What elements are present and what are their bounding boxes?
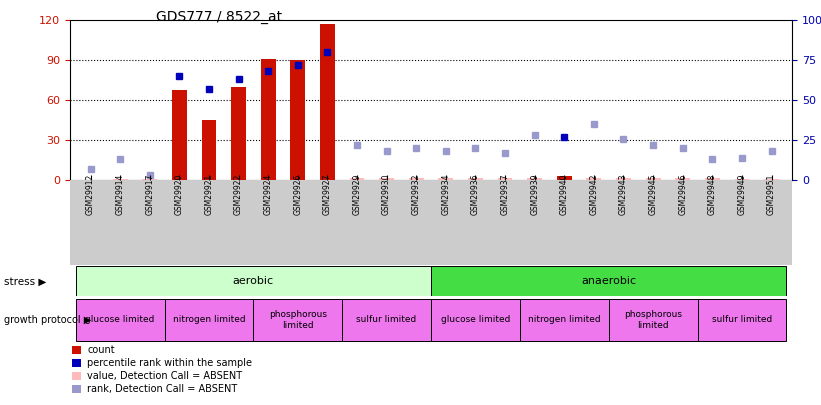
Bar [112, 179, 127, 180]
Text: glucose limited: glucose limited [85, 315, 155, 324]
Bar [254, 298, 342, 341]
Text: count: count [87, 345, 115, 355]
Text: percentile rank within the sample: percentile rank within the sample [87, 358, 252, 368]
Text: nitrogen limited: nitrogen limited [172, 315, 245, 324]
Bar [764, 179, 779, 180]
Bar [320, 24, 335, 180]
Bar [379, 177, 394, 180]
Bar [586, 177, 601, 180]
Bar [498, 177, 512, 180]
Bar [705, 177, 720, 180]
Text: GDS777 / 8522_at: GDS777 / 8522_at [156, 10, 282, 24]
Bar [350, 177, 365, 180]
Text: anaerobic: anaerobic [581, 276, 636, 286]
Text: stress ▶: stress ▶ [4, 276, 47, 286]
Text: rank, Detection Call = ABSENT: rank, Detection Call = ABSENT [87, 384, 237, 394]
Text: nitrogen limited: nitrogen limited [528, 315, 601, 324]
Text: growth protocol ▶: growth protocol ▶ [4, 315, 91, 325]
Bar [616, 177, 631, 180]
Bar [431, 298, 520, 341]
Bar [142, 179, 157, 180]
Bar [201, 120, 217, 180]
Text: aerobic: aerobic [233, 276, 274, 286]
Bar [342, 298, 431, 341]
Bar [431, 266, 787, 296]
Bar [676, 177, 690, 180]
Bar [557, 176, 571, 180]
Bar [520, 298, 608, 341]
Text: phosphorous
limited: phosphorous limited [624, 310, 682, 330]
Text: sulfur limited: sulfur limited [712, 315, 772, 324]
Bar [261, 59, 276, 180]
Bar [291, 60, 305, 180]
Text: value, Detection Call = ABSENT: value, Detection Call = ABSENT [87, 371, 242, 381]
Bar [527, 177, 542, 180]
Bar [232, 87, 246, 180]
Bar [164, 298, 254, 341]
Text: sulfur limited: sulfur limited [356, 315, 417, 324]
Bar [735, 179, 750, 180]
Bar [438, 177, 453, 180]
Bar [468, 177, 483, 180]
Bar [76, 298, 164, 341]
Bar [645, 177, 661, 180]
Bar [409, 177, 424, 180]
Text: phosphorous
limited: phosphorous limited [268, 310, 327, 330]
Bar [76, 266, 431, 296]
Text: glucose limited: glucose limited [441, 315, 510, 324]
Bar [698, 298, 787, 341]
Bar [608, 298, 698, 341]
Bar [172, 90, 186, 180]
